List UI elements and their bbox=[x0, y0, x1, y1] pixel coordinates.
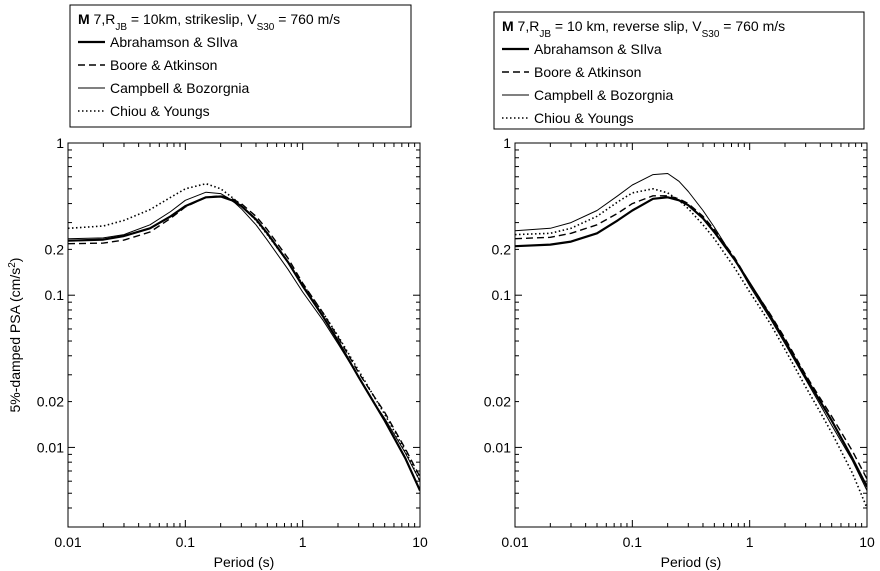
y-tick-label: 1 bbox=[503, 135, 511, 151]
legend-label-4: Chiou & Youngs bbox=[110, 103, 210, 119]
y-tick-label: 0.1 bbox=[45, 287, 65, 303]
x-tick-label: 10 bbox=[412, 534, 428, 550]
series-line-4 bbox=[515, 189, 867, 508]
x-tick-label: 0.1 bbox=[623, 534, 643, 550]
legend: M 7,RJB = 10km, strikeslip, VS30 = 760 m… bbox=[70, 5, 411, 127]
series-line-1 bbox=[68, 197, 420, 491]
legend: M 7,RJB = 10 km, reverse slip, VS30 = 76… bbox=[494, 12, 864, 129]
legend-label-3: Campbell & Bozorgnia bbox=[110, 80, 250, 96]
y-tick-label: 0.02 bbox=[37, 394, 64, 410]
legend-label-3: Campbell & Bozorgnia bbox=[534, 87, 674, 103]
plot-frame bbox=[515, 143, 867, 527]
y-tick-label: 0.2 bbox=[492, 241, 512, 257]
plot-frame bbox=[68, 143, 420, 527]
chart-panel-2: 0.01 0.1 1 10 0.01 0.02 0.1 0.2 1 Period (s) M 7,R… bbox=[484, 12, 875, 570]
series-line-2 bbox=[68, 196, 420, 477]
y-tick-label: 0.01 bbox=[484, 439, 511, 455]
series-line-4 bbox=[68, 184, 420, 482]
x-axis-label: Period (s) bbox=[661, 554, 722, 570]
y-tick-label: 1 bbox=[56, 135, 64, 151]
legend-label-2: Boore & Atkinson bbox=[534, 64, 641, 80]
x-tick-label: 0.01 bbox=[54, 534, 81, 550]
x-axis-label: Period (s) bbox=[214, 554, 275, 570]
series-line-1 bbox=[515, 197, 867, 487]
legend-label-2: Boore & Atkinson bbox=[110, 57, 217, 73]
x-tick-label: 1 bbox=[299, 534, 307, 550]
chart-panel-1: 0.01 0.1 1 10 0.01 0.02 0.1 0.2 1 Period (s) 5%-da… bbox=[7, 5, 428, 570]
y-tick-label: 0.01 bbox=[37, 439, 64, 455]
x-tick-label: 0.1 bbox=[176, 534, 196, 550]
legend-label-4: Chiou & Youngs bbox=[534, 110, 634, 126]
x-tick-label: 0.01 bbox=[501, 534, 528, 550]
series-line-2 bbox=[515, 196, 867, 479]
series-line-3 bbox=[515, 174, 867, 491]
y-tick-label: 0.1 bbox=[492, 287, 512, 303]
x-tick-label: 1 bbox=[746, 534, 754, 550]
y-tick-label: 0.02 bbox=[484, 394, 511, 410]
y-tick-label: 0.2 bbox=[45, 241, 65, 257]
x-tick-label: 10 bbox=[859, 534, 875, 550]
y-axis-label: 5%-damped PSA (cm/s2) bbox=[7, 258, 24, 413]
series-line-3 bbox=[68, 192, 420, 481]
legend-label-1: Abrahamson & SIlva bbox=[110, 34, 238, 50]
legend-label-1: Abrahamson & SIlva bbox=[534, 41, 662, 57]
